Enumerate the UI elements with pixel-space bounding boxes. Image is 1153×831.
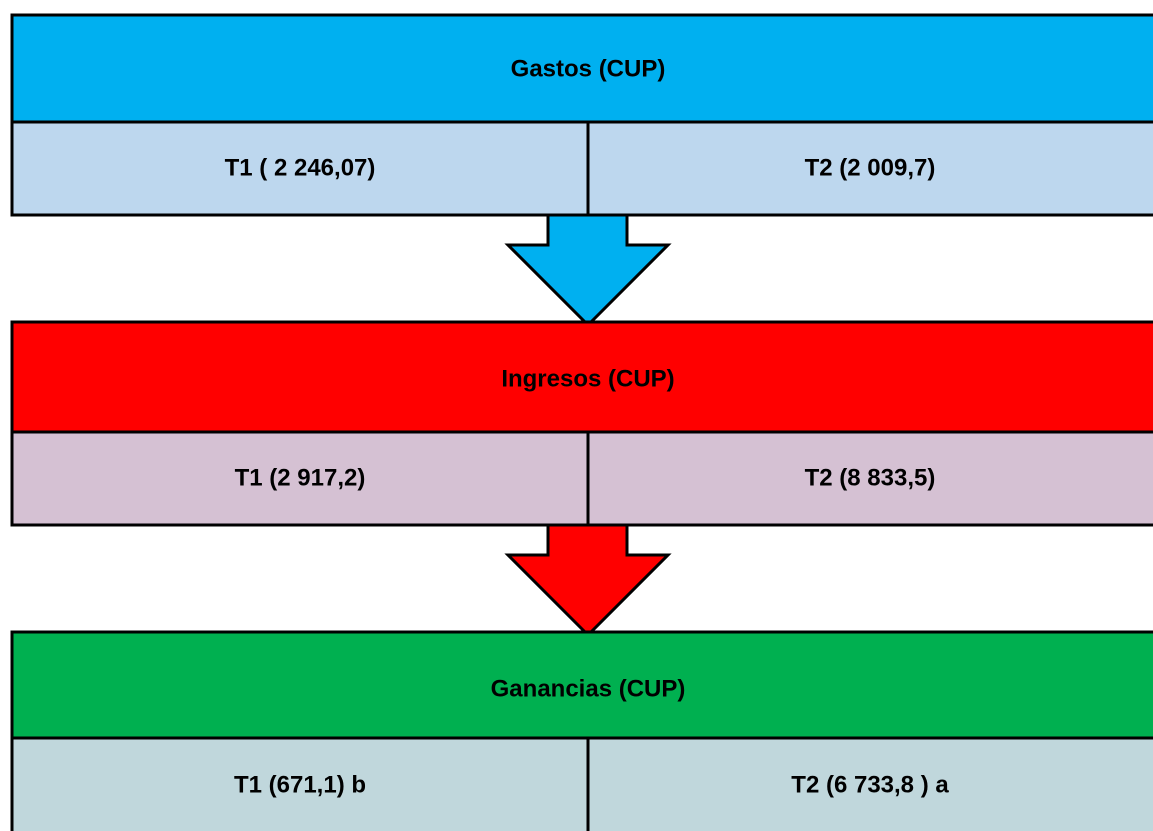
cell-label: T1 (671,1) b	[234, 771, 366, 798]
block-title: Gastos (CUP)	[511, 55, 666, 82]
header-box	[10, 630, 1153, 740]
block-title: Ganancias (CUP)	[491, 675, 686, 702]
header-box	[10, 13, 1153, 124]
cell-label: T1 (2 917,2)	[235, 464, 366, 491]
gastos-block: Gastos (CUP) T1 ( 2 246,07) T2 (2 009,7)	[10, 13, 1153, 217]
cell-box	[586, 430, 1153, 527]
arrow	[504, 213, 672, 328]
cell-box	[586, 120, 1153, 217]
cell-box	[586, 736, 1153, 831]
cell-box	[10, 736, 590, 831]
cell-box	[10, 120, 590, 217]
ingresos-block: Ingresos (CUP) T1 (2 917,2) T2 (8 833,5)	[10, 320, 1153, 527]
arrow	[504, 523, 672, 638]
cell-label: T1 ( 2 246,07)	[225, 154, 376, 181]
ganancias-block: Ganancias (CUP) T1 (671,1) b T2 (6 733,8…	[10, 630, 1153, 831]
header-box	[10, 320, 1153, 434]
cell-box	[10, 430, 590, 527]
cell-label: T2 (2 009,7)	[805, 154, 936, 181]
block-title: Ingresos (CUP)	[501, 365, 674, 392]
cell-label: T2 (8 833,5)	[805, 464, 936, 491]
cell-label: T2 (6 733,8 ) a	[791, 771, 949, 798]
